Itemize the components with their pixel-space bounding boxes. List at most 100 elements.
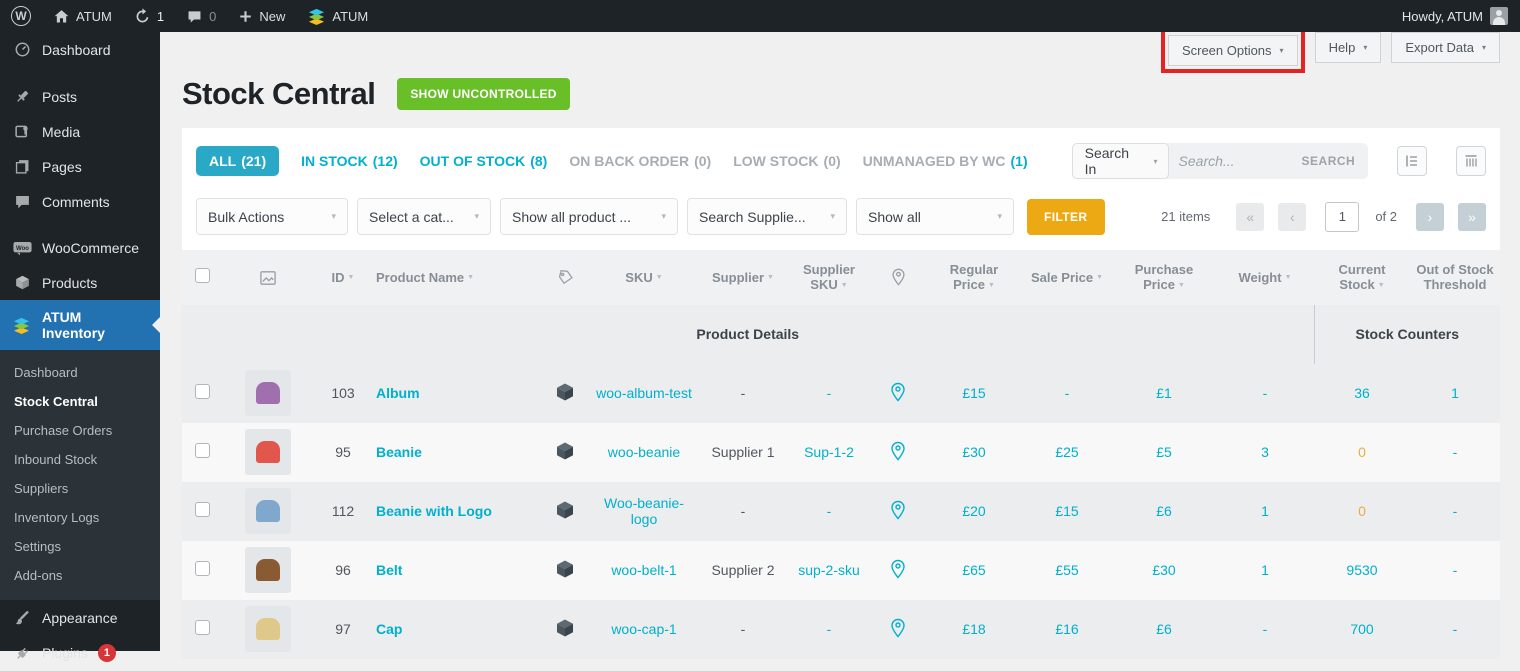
sidebar-submenu-item[interactable]: Suppliers (14, 481, 69, 496)
sku-value[interactable]: Woo-beanie-logo (604, 495, 684, 528)
comments-indicator[interactable]: 0 (175, 0, 227, 32)
product-thumbnail[interactable] (245, 488, 291, 535)
row-checkbox[interactable] (194, 502, 210, 518)
wp-logo[interactable]: W (0, 0, 42, 32)
sidebar-submenu-item[interactable]: Inventory Logs (14, 510, 100, 525)
sale-price-value[interactable]: £15 (1055, 503, 1079, 520)
weight-value[interactable]: - (1262, 621, 1268, 638)
search-in-dropdown[interactable]: Search In ▾ (1071, 143, 1169, 179)
sku-value[interactable]: woo-album-test (596, 385, 692, 402)
sidebar-item-appearance[interactable]: Appearance (0, 600, 160, 635)
current-stock-value[interactable]: 36 (1354, 385, 1370, 402)
filter-select[interactable]: Search Supplie... ▾ (687, 198, 847, 235)
view-tab[interactable]: ALL (21) (196, 146, 280, 176)
row-checkbox[interactable] (194, 443, 210, 459)
sidebar-item-dashboard[interactable]: Dashboard (0, 32, 160, 67)
sale-price-value[interactable]: £16 (1055, 621, 1079, 638)
product-thumbnail[interactable] (245, 370, 291, 417)
sidebar-item-media[interactable]: Media (0, 114, 160, 149)
header-weight[interactable]: Weight ▼ (1216, 250, 1314, 305)
weight-value[interactable]: - (1262, 385, 1268, 402)
regular-price-value[interactable]: £18 (962, 621, 986, 638)
out-of-stock-threshold-value[interactable]: - (1452, 503, 1458, 520)
sku-value[interactable]: woo-belt-1 (611, 562, 677, 579)
sku-value[interactable]: woo-cap-1 (611, 621, 677, 638)
view-tab[interactable]: ON BACK ORDER (0) (569, 153, 711, 169)
weight-value[interactable]: 1 (1261, 503, 1269, 520)
sidebar-item-posts[interactable]: Posts (0, 79, 160, 114)
purchase-price-value[interactable]: £1 (1156, 385, 1172, 402)
regular-price-value[interactable]: £65 (962, 562, 986, 579)
header-regular-price[interactable]: Regular Price ▼ (926, 250, 1022, 305)
current-stock-value[interactable]: 700 (1350, 621, 1374, 638)
filter-select[interactable]: Show all ▾ (856, 198, 1014, 235)
sidebar-item-atum-inventory[interactable]: ATUM Inventory (0, 300, 160, 350)
screen-options-button[interactable]: Screen Options ▾ (1167, 35, 1298, 66)
product-thumbnail[interactable] (245, 429, 291, 476)
sidebar-submenu-item[interactable]: Stock Central (14, 394, 98, 409)
location-pin-icon[interactable] (890, 618, 906, 638)
product-name-link[interactable]: Album (376, 385, 420, 402)
prev-page-button[interactable]: ‹ (1278, 202, 1307, 231)
show-uncontrolled-button[interactable]: SHOW UNCONTROLLED (397, 78, 570, 110)
sticky-list-toggle[interactable] (1397, 146, 1428, 176)
purchase-price-value[interactable]: £6 (1156, 621, 1172, 638)
header-id[interactable]: ID ▼ (314, 250, 372, 305)
weight-value[interactable]: 3 (1261, 444, 1269, 461)
select-all-checkbox[interactable] (194, 268, 210, 284)
filter-select[interactable]: Show all product ... ▾ (500, 198, 678, 235)
product-thumbnail[interactable] (245, 606, 291, 653)
first-page-button[interactable]: « (1236, 202, 1265, 231)
filter-button[interactable]: FILTER (1027, 198, 1105, 235)
help-button[interactable]: Help ▾ (1314, 32, 1382, 63)
supplier-sku-value[interactable]: - (826, 503, 832, 520)
view-tab[interactable]: OUT OF STOCK (8) (420, 153, 548, 169)
next-page-button[interactable]: › (1416, 202, 1444, 231)
current-stock-value[interactable]: 0 (1358, 503, 1366, 520)
header-current-stock[interactable]: Current Stock ▼ (1314, 250, 1410, 305)
out-of-stock-threshold-value[interactable]: 1 (1451, 385, 1459, 402)
view-tab[interactable]: UNMANAGED BY WC (1) (863, 153, 1028, 169)
location-pin-icon[interactable] (890, 441, 906, 461)
product-name-link[interactable]: Beanie (376, 444, 422, 461)
sidebar-item-products[interactable]: Products (0, 265, 160, 300)
view-tab[interactable]: LOW STOCK (0) (733, 153, 840, 169)
row-checkbox[interactable] (194, 620, 210, 636)
account-menu[interactable]: Howdy, ATUM (1390, 0, 1520, 32)
row-checkbox[interactable] (194, 561, 210, 577)
sidebar-item-comments[interactable]: Comments (0, 184, 160, 219)
sticky-columns-toggle[interactable] (1456, 146, 1487, 176)
regular-price-value[interactable]: £15 (962, 385, 986, 402)
purchase-price-value[interactable]: £5 (1156, 444, 1172, 461)
sidebar-submenu-item[interactable]: Add-ons (14, 568, 63, 583)
filter-select[interactable]: Bulk Actions ▾ (196, 198, 348, 235)
header-supplier-sku[interactable]: Supplier SKU ▼ (788, 250, 870, 305)
view-tab[interactable]: IN STOCK (12) (301, 153, 398, 169)
product-name-link[interactable]: Beanie with Logo (376, 503, 492, 520)
sidebar-submenu-item[interactable]: Settings (14, 539, 61, 554)
location-pin-icon[interactable] (890, 559, 906, 579)
supplier-sku-value[interactable]: - (826, 621, 832, 638)
updates-indicator[interactable]: 1 (123, 0, 175, 32)
supplier-sku-value[interactable]: - (826, 385, 832, 402)
row-checkbox[interactable] (194, 384, 210, 400)
regular-price-value[interactable]: £20 (962, 503, 986, 520)
sidebar-submenu-item[interactable]: Inbound Stock (14, 452, 98, 467)
location-pin-icon[interactable] (890, 382, 906, 402)
out-of-stock-threshold-value[interactable]: - (1452, 562, 1458, 579)
sale-price-value[interactable]: - (1064, 385, 1070, 402)
sidebar-item-plugins[interactable]: Plugins 1 (0, 635, 160, 671)
current-stock-value[interactable]: 9530 (1346, 562, 1378, 579)
sale-price-value[interactable]: £25 (1055, 444, 1079, 461)
sidebar-item-woocommerce[interactable]: Woo WooCommerce (0, 231, 160, 265)
search-button[interactable]: SEARCH (1289, 154, 1369, 168)
purchase-price-value[interactable]: £30 (1152, 562, 1176, 579)
supplier-sku-value[interactable]: sup-2-sku (798, 562, 860, 579)
supplier-sku-value[interactable]: Sup-1-2 (804, 444, 854, 461)
sidebar-submenu-item[interactable]: Purchase Orders (14, 423, 113, 438)
header-product-name[interactable]: Product Name ▼ (372, 250, 540, 305)
export-data-button[interactable]: Export Data ▾ (1391, 32, 1500, 63)
atum-admin-menu[interactable]: ATUM (296, 0, 379, 32)
header-purchase-price[interactable]: Purchase Price ▼ (1112, 250, 1216, 305)
header-sku[interactable]: SKU ▼ (590, 250, 698, 305)
